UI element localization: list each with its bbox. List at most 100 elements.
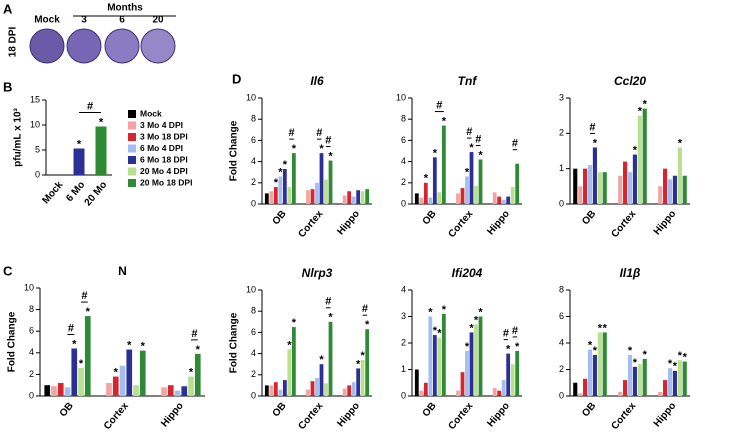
bar — [510, 187, 515, 204]
y-axis-label: Fold Change — [229, 120, 240, 181]
bar — [278, 176, 283, 204]
y-axis-label: Fold Change — [229, 312, 240, 373]
significance-marker: * — [478, 149, 483, 161]
significance-marker: * — [478, 306, 483, 318]
bar — [287, 187, 292, 204]
bar — [672, 370, 677, 396]
bar — [618, 175, 623, 204]
y-tick-label: 4 — [251, 156, 256, 166]
x-tick-label: Cortex — [297, 400, 326, 432]
column-label: 6 — [119, 15, 125, 26]
bar — [460, 188, 465, 204]
bar — [632, 154, 637, 204]
significance-marker: * — [593, 137, 598, 149]
bar — [351, 382, 356, 396]
x-tick-label: Hippo — [652, 209, 679, 238]
bracket-label: # — [316, 127, 322, 139]
bar — [677, 147, 682, 204]
x-tick-label: Hippo — [652, 401, 679, 430]
legend-swatch — [128, 110, 136, 118]
x-tick-label: Hippo — [335, 209, 362, 238]
bar — [273, 187, 278, 204]
bar — [419, 197, 424, 204]
chart-title: Tnf — [458, 74, 478, 88]
significance-marker: * — [319, 354, 324, 366]
significance-marker: * — [86, 306, 91, 318]
y-tick-label: 15 — [30, 94, 40, 104]
bar — [627, 354, 633, 396]
significance-marker: * — [99, 116, 104, 128]
bar — [310, 189, 315, 204]
significance-marker: * — [474, 314, 479, 326]
bar — [497, 390, 502, 396]
bar — [632, 366, 637, 396]
y-tick-label: 1 — [559, 163, 564, 173]
bar — [282, 380, 287, 396]
y-tick-label: 6 — [29, 326, 34, 336]
bar — [501, 380, 506, 396]
bar — [663, 380, 668, 396]
significance-marker: * — [365, 319, 370, 331]
bar — [315, 377, 319, 396]
bar — [663, 168, 668, 204]
bar — [506, 353, 511, 396]
y-tick-label: 6 — [401, 135, 406, 145]
bar — [515, 163, 520, 204]
significance-marker: * — [442, 304, 447, 316]
legend-swatch — [128, 121, 136, 130]
bar — [474, 185, 478, 204]
bar — [419, 390, 424, 396]
bar — [465, 350, 469, 396]
bar — [423, 182, 428, 204]
bar — [573, 382, 578, 396]
legend-label: 20 Mo 18 DPI — [140, 177, 192, 187]
significance-marker: * — [469, 142, 474, 154]
x-tick-label: Cortex — [447, 400, 476, 432]
bracket-label: # — [289, 127, 295, 139]
bar — [618, 392, 623, 396]
significance-marker: * — [633, 144, 638, 156]
significance-marker: * — [433, 147, 438, 159]
bar — [428, 197, 433, 204]
bar — [465, 176, 469, 204]
significance-marker: * — [278, 166, 283, 178]
significance-marker: * — [361, 350, 366, 362]
legend-swatch — [128, 133, 136, 141]
significance-marker: * — [465, 166, 470, 178]
legend-swatch — [128, 144, 136, 153]
y-tick-label: 2 — [401, 177, 406, 187]
bracket-label: # — [81, 290, 87, 302]
bar — [602, 172, 607, 204]
significance-marker: * — [593, 345, 598, 357]
significance-marker: * — [515, 341, 520, 353]
bar — [324, 383, 328, 396]
bar — [44, 385, 51, 396]
y-tick-label: 6 — [251, 327, 256, 337]
x-tick-label: OB — [271, 401, 289, 420]
significance-marker: * — [428, 306, 433, 318]
bar — [291, 327, 296, 396]
x-tick-label: Cortex — [297, 208, 326, 240]
bar — [342, 195, 347, 204]
bar — [510, 364, 515, 396]
significance-marker: * — [433, 325, 438, 337]
y-tick-label: 3 — [401, 311, 406, 321]
bar — [328, 321, 333, 396]
bar — [432, 157, 437, 204]
bar — [515, 350, 520, 396]
bar — [306, 190, 310, 204]
chart-title: Ifi204 — [452, 266, 483, 280]
significance-marker: * — [469, 322, 474, 334]
column-label: 3 — [81, 15, 87, 26]
bar — [84, 316, 91, 396]
significance-marker: * — [319, 143, 324, 155]
bar — [51, 386, 57, 396]
bar — [57, 383, 64, 396]
bar — [592, 147, 597, 204]
bar — [106, 383, 112, 396]
bar — [64, 387, 71, 396]
bar — [423, 382, 428, 396]
bar — [437, 192, 442, 204]
significance-marker: * — [141, 341, 146, 353]
significance-marker: * — [196, 344, 201, 356]
